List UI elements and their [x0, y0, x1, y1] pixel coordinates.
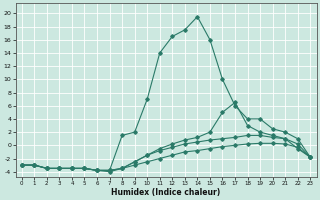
X-axis label: Humidex (Indice chaleur): Humidex (Indice chaleur)	[111, 188, 221, 197]
